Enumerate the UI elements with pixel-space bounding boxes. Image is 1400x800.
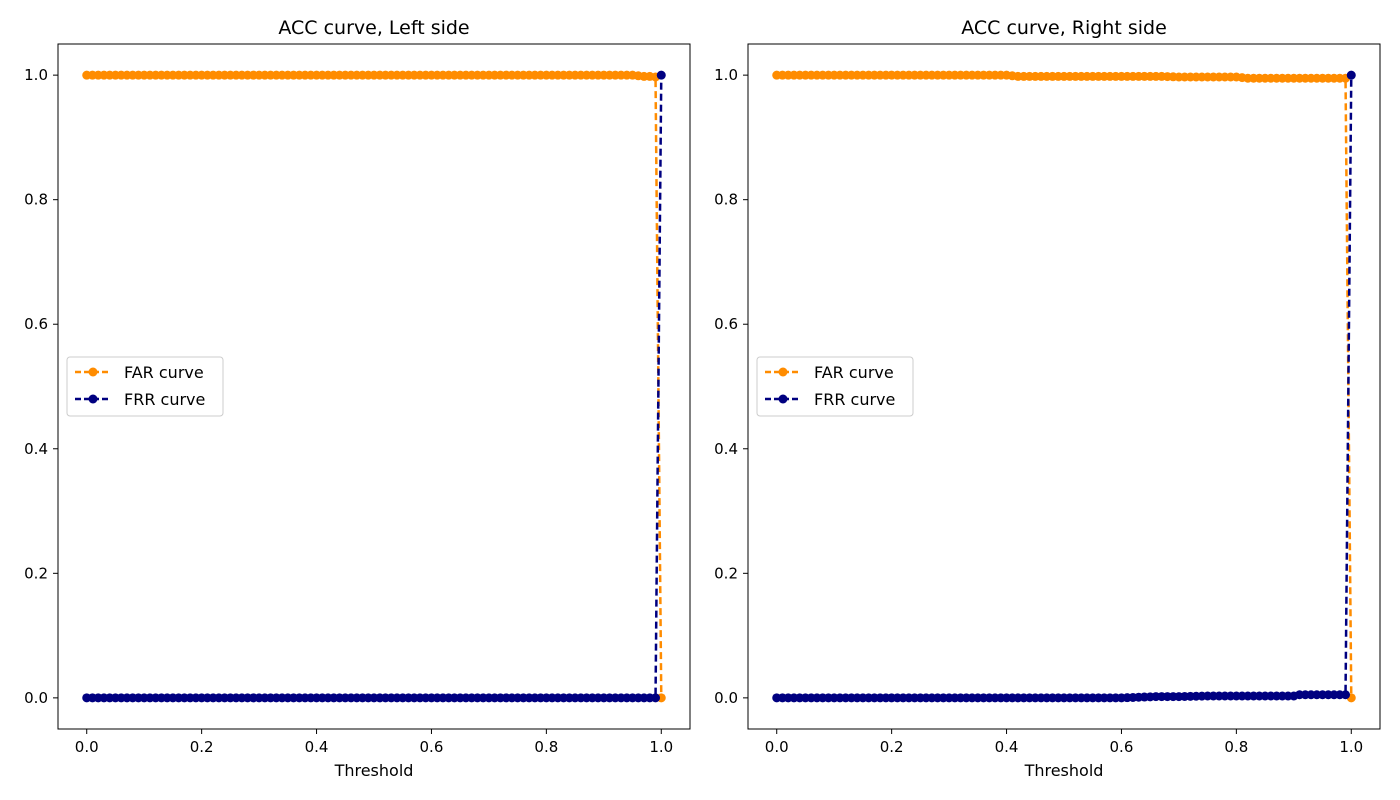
right-panel: ACC curve, Right side 0.0 0.2 0.4 0.6 0.8 1.0… <box>714 17 1381 780</box>
left-x-tick-label: 1.0 <box>649 738 673 756</box>
left-y-tick-label: 1.0 <box>24 66 48 84</box>
right-x-tick-label: 0.4 <box>995 738 1019 756</box>
left-legend-far-marker <box>88 367 98 377</box>
right-legend-far-label: FAR curve <box>814 363 894 382</box>
left-x-tick-label: 0.4 <box>305 738 329 756</box>
left-chart-title: ACC curve, Left side <box>278 17 469 39</box>
left-axes-frame <box>57 43 691 730</box>
left-legend-frr-marker <box>88 394 98 404</box>
right-far-curve-markers <box>772 70 1356 703</box>
left-far-curve-markers <box>82 70 666 703</box>
right-chart-title: ACC curve, Right side <box>961 17 1167 39</box>
right-frr-curve-point <box>1341 690 1351 700</box>
left-legend-far-label: FAR curve <box>124 363 204 382</box>
right-plot-area: 0.0 0.2 0.4 0.6 0.8 1.0 0.0 0.2 0.4 0.6 0.8 1.0 <box>714 43 1381 756</box>
left-y-tick-label: 0.6 <box>24 315 48 333</box>
right-y-tick-label: 0.4 <box>714 440 738 458</box>
left-x-tick-label: 0.8 <box>534 738 558 756</box>
right-x-tick-label: 0.2 <box>880 738 904 756</box>
right-x-tick-label: 1.0 <box>1339 738 1363 756</box>
left-y-tick-label: 0.8 <box>24 191 48 209</box>
right-frr-curve-markers <box>772 70 1356 703</box>
left-x-tick-label: 0.2 <box>190 738 214 756</box>
right-x-axis-label: Threshold <box>1024 761 1104 780</box>
left-frr-curve-point <box>651 693 661 703</box>
left-y-tick-label: 0.2 <box>24 564 48 582</box>
right-legend-frr-marker <box>778 394 788 404</box>
right-frr-curve-point <box>1346 70 1356 80</box>
left-y-tick-label: 0.0 <box>24 689 48 707</box>
right-y-tick-label: 1.0 <box>714 66 738 84</box>
right-legend-frr-label: FRR curve <box>814 390 895 409</box>
left-legend-frr-label: FRR curve <box>124 390 205 409</box>
left-frr-curve-point <box>656 70 666 80</box>
left-panel: ACC curve, Left side 0.0 0.2 0.4 0.6 0.8 1.00… <box>24 17 691 780</box>
right-y-tick-label: 0.0 <box>714 689 738 707</box>
right-x-tick-label: 0.6 <box>1110 738 1134 756</box>
right-legend-far-marker <box>778 367 788 377</box>
left-x-axis-label: Threshold <box>334 761 414 780</box>
right-x-tick-label: 0.8 <box>1224 738 1248 756</box>
right-axes-frame <box>747 43 1381 730</box>
left-legend: FAR curve FRR curve <box>66 356 224 417</box>
left-plot-area: 0.0 0.2 0.4 0.6 0.8 1.0 0.0 0.2 0.4 0.6 0.8 1.0 <box>24 43 691 756</box>
left-x-tick-label: 0.6 <box>420 738 444 756</box>
right-y-tick-label: 0.8 <box>714 191 738 209</box>
left-y-tick-label: 0.4 <box>24 440 48 458</box>
right-legend: FAR curve FRR curve <box>756 356 914 417</box>
left-x-tick-label: 0.0 <box>75 738 99 756</box>
left-frr-curve-markers <box>82 70 666 703</box>
right-y-tick-label: 0.2 <box>714 564 738 582</box>
right-y-tick-label: 0.6 <box>714 315 738 333</box>
right-x-tick-label: 0.0 <box>765 738 789 756</box>
